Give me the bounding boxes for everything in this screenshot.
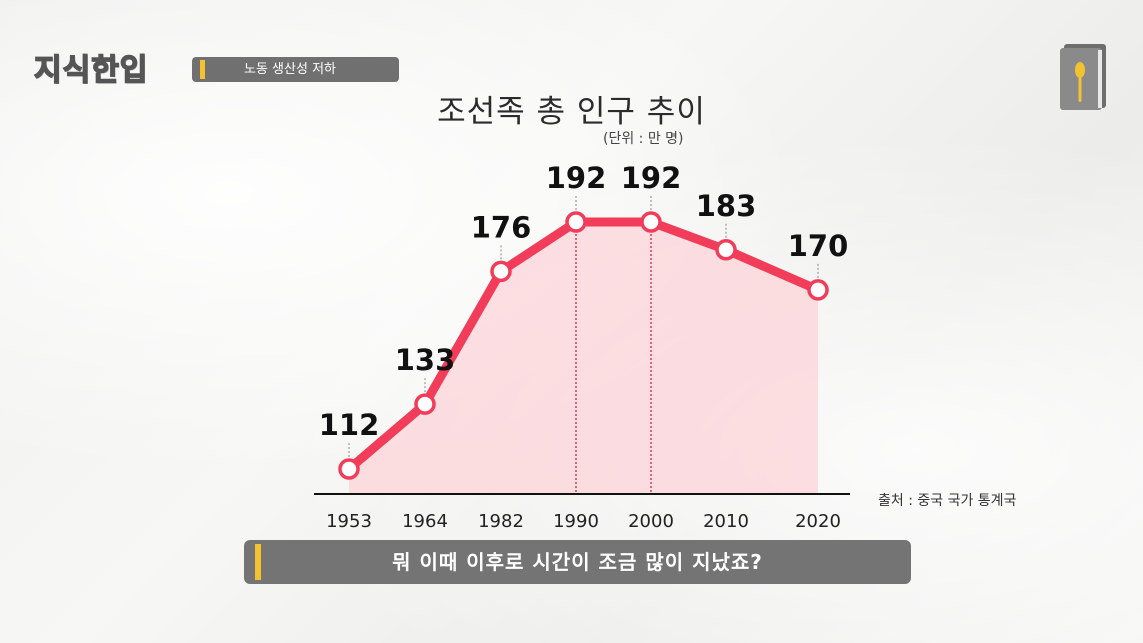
data-point-1953 (338, 458, 360, 480)
data-point-2010 (715, 239, 737, 261)
topic-accent-bar (200, 60, 205, 79)
subtitle-caption: 뭐 이때 이후로 시간이 조금 많이 지났죠? (244, 540, 911, 584)
caption-accent-bar (255, 544, 261, 580)
source-note: 출처 : 중국 국가 통계국 (878, 493, 1017, 509)
area-fill (349, 222, 818, 494)
chart-title: 조선족 총 인구 추이 (437, 94, 706, 130)
x-tick-label-1982: 1982 (478, 511, 524, 532)
x-tick-label-2000: 2000 (628, 511, 674, 532)
data-point-2000 (640, 211, 662, 233)
unit-note: (단위 : 만 명) (603, 131, 684, 147)
value-label-1964: 133 (395, 343, 456, 377)
topic-label: 노동 생산성 저하 (244, 62, 336, 77)
data-point-1982 (490, 260, 512, 283)
channel-logo: 지식한입 (33, 53, 149, 89)
x-tick-label-2010: 2010 (703, 511, 749, 532)
topic-tag: 노동 생산성 저하 (192, 57, 399, 82)
x-tick-label-1964: 1964 (402, 511, 448, 532)
book-spoon-icon (1058, 40, 1110, 112)
value-label-1982: 176 (471, 210, 532, 244)
value-label-1990: 192 (546, 161, 607, 195)
data-point-1964 (414, 393, 436, 415)
x-tick-label-1953: 1953 (326, 511, 372, 532)
data-point-2020 (807, 279, 829, 301)
x-tick-label-2020: 2020 (795, 511, 841, 532)
value-label-2000: 192 (621, 161, 682, 195)
x-tick-label-1990: 1990 (553, 511, 599, 532)
value-label-1953: 112 (319, 408, 380, 442)
caption-text: 뭐 이때 이후로 시간이 조금 많이 지났죠? (392, 550, 763, 574)
data-point-1990 (565, 211, 587, 233)
value-label-2020: 170 (788, 229, 849, 263)
value-label-2010: 183 (696, 189, 757, 223)
